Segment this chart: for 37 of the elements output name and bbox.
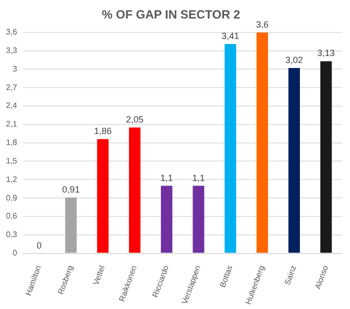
bar bbox=[256, 32, 268, 253]
bar bbox=[160, 186, 172, 253]
chart-title: % OF GAP IN SECTOR 2 bbox=[102, 8, 240, 22]
data-label: 3,02 bbox=[285, 54, 303, 65]
y-tick-label: 1,8 bbox=[6, 138, 18, 148]
x-tick-label: Vettel bbox=[92, 264, 107, 286]
data-label: 3,6 bbox=[256, 19, 269, 30]
data-label: 0,91 bbox=[62, 184, 80, 194]
data-label: 1,1 bbox=[192, 172, 205, 183]
y-tick-label: 3 bbox=[12, 64, 18, 74]
y-tick-label: 3,3 bbox=[6, 46, 18, 56]
x-tick-label: Alonso bbox=[313, 264, 330, 290]
y-tick-label: 1,2 bbox=[6, 174, 18, 184]
x-tick-label: Sainz bbox=[282, 264, 298, 286]
y-tick-label: 2,1 bbox=[6, 120, 18, 129]
data-label: 3,41 bbox=[222, 31, 240, 42]
data-label: 1,1 bbox=[160, 172, 173, 183]
y-tick-label: 2,7 bbox=[6, 82, 18, 92]
y-tick-label: 0,3 bbox=[6, 230, 18, 240]
y-tick-label: 0,6 bbox=[6, 212, 18, 221]
data-label: 0 bbox=[36, 240, 42, 250]
data-label: 2,05 bbox=[126, 114, 144, 124]
bar bbox=[288, 68, 300, 253]
bar bbox=[97, 139, 109, 253]
bar bbox=[65, 197, 77, 253]
bar bbox=[128, 127, 140, 253]
y-tick-label: 2,4 bbox=[6, 101, 18, 110]
bar bbox=[192, 186, 204, 253]
bar bbox=[224, 44, 236, 253]
y-tick-label: 0 bbox=[12, 248, 18, 258]
x-tick-label: Bottas bbox=[218, 264, 234, 289]
data-label: 1,86 bbox=[94, 126, 112, 136]
y-tick-label: 3,6 bbox=[6, 28, 18, 37]
bar bbox=[320, 61, 332, 253]
data-label: 3,13 bbox=[317, 48, 335, 58]
y-tick-label: 0,9 bbox=[6, 193, 18, 202]
y-tick-label: 1,5 bbox=[6, 156, 18, 166]
